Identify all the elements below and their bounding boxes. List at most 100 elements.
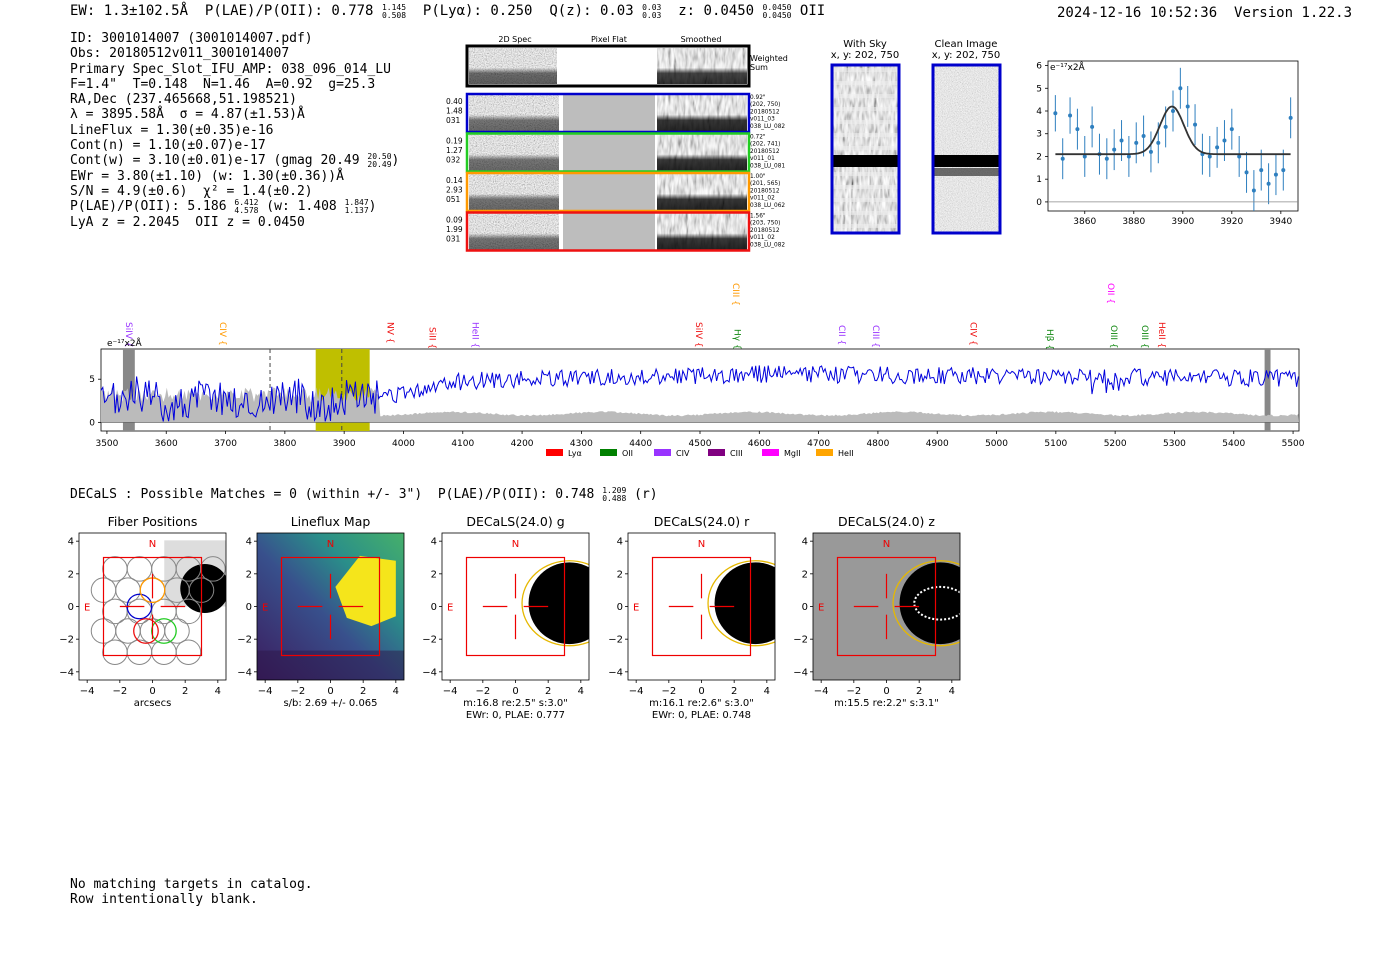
emission-line-mark: CIII { [870,325,880,348]
z-label: z: [678,3,696,19]
aperture-ellipse [892,560,960,647]
fit-data-point [1068,113,1073,118]
spectrum-xtick-label: 3900 [333,439,356,449]
legend-swatch [708,449,725,456]
weighted-sum-row: Weighted Sum [465,44,788,88]
imaging-panel-title: Lineflux Map [291,514,371,529]
galaxy-blob [714,562,775,645]
fit-data-point [1053,111,1058,116]
gaussian-fit-curve [1055,105,1291,156]
imaging-xtick-label: 0 [327,686,333,697]
cutout-row-meta: 0.72" [750,135,766,141]
cutout-row-stat: 051 [446,195,461,204]
emission-line-mark: OIII { [1139,325,1149,349]
fit-data-point [1244,170,1249,175]
aperture-ellipse [521,560,589,647]
spectrum-xtick-label: 4600 [748,439,771,449]
cutout-row-stat: 0.09 [446,216,463,225]
fit-xtick-label: 3880 [1122,217,1145,227]
cutout-row-stat: 2.93 [446,186,463,195]
legend-label: MgII [784,449,801,458]
imaging-ytick-label: −2 [59,635,74,646]
cutout-row-meta: (202, 741) [750,142,780,148]
search-box [651,556,752,657]
with-sky-panel: With Sky x, y: 202, 750 [830,39,901,235]
z-range: 0.0450 0.0450 [762,3,792,20]
cutout-row-meta: (201, 565) [750,181,780,187]
imaging-ytick-label: −2 [793,635,808,646]
fit-data-point [1156,140,1161,145]
imaging-xtick-label: −2 [846,686,861,697]
fiber-circle [200,556,226,582]
fit-data-point [1222,138,1227,143]
fit-data-point [1134,140,1139,145]
east-label: E [818,603,824,614]
east-label: E [633,603,639,614]
imaging-ytick-label: 2 [617,569,623,580]
north-label: N [512,539,519,550]
fit-xtick-label: 3860 [1073,217,1096,227]
plya-value: 0.250 [490,3,533,19]
fit-data-point [1090,124,1095,129]
legend-label: OII [622,449,633,458]
legend-label: CIV [676,449,690,458]
fit-ytick-label: 4 [1036,107,1042,117]
fit-data-point [1126,154,1131,159]
info-ewr: EWr = 3.80(±1.10) (w: 1.30(±0.36))Å [70,168,344,184]
info-sn: S/N = 4.9(±0.6) χ² = 1.4(±0.2) [70,183,313,199]
header-summary: EW: 1.3±102.5Å P(LAE)/P(OII): 0.778 1.14… [70,3,825,20]
galaxy-blob [528,562,589,645]
plae-label: P(LAE)/P(OII): [204,3,323,19]
fit-data-point [1112,147,1117,152]
imaging-xtick-label: 2 [731,686,737,697]
imaging-ytick-label: −4 [608,667,623,678]
fit-data-point [1288,115,1293,120]
cutout-row-meta: v011_03 [750,117,775,123]
spectrum-error-band [101,387,1299,423]
imaging-xtick-label: 2 [545,686,551,697]
info-radec: RA,Dec (237.465668,51.198521) [70,92,297,108]
emission-line-mark: SiIV { [123,322,133,348]
imaging-ytick-label: 2 [68,569,74,580]
fiber-circle [164,618,190,644]
east-label: E [447,603,453,614]
imaging-ytick-label: 0 [68,602,74,613]
cutout-row-stat: 1.27 [446,146,463,155]
legend-swatch [816,449,833,456]
aperture-ellipse [707,560,775,647]
cutout-row-frame [465,132,751,173]
fit-data-point [1119,138,1124,143]
spectrum-xtick-label: 5100 [1044,439,1067,449]
emission-line-mark: HeII { [1156,322,1166,348]
legend-swatch [600,449,617,456]
emission-line-mark: CIV { [967,322,977,346]
fit-data-point [1060,156,1065,161]
imaging-ytick-label: −4 [59,667,74,678]
spectrum-flux-line [100,365,1299,423]
fit-xtick-label: 3920 [1220,217,1243,227]
imaging-xtick-label: −4 [80,686,95,697]
spectrum-xtick-label: 4500 [689,439,712,449]
legend-swatch [762,449,779,456]
cutout-row-meta: v011_01 [750,156,775,162]
fit-data-point [1251,188,1256,193]
fit-plot-frame [1047,60,1299,212]
info-id: ID: 3001014007 (3001014007.pdf) [70,31,313,46]
info-lambda: λ = 3895.58Å σ = 4.87(±1.53)Å [70,107,305,123]
fit-data-point [1075,127,1080,132]
imaging-xtick-label: 4 [393,686,399,697]
lineflux-peak [335,555,396,627]
imaging-ytick-label: 4 [68,537,74,548]
imaging-panel: Fiber Positions N E 4 2 0 −2 −4 −4 −2 0 2 4 arcsecs [59,514,227,709]
imaging-xtick-label: 0 [149,686,155,697]
fit-data-point [1281,168,1286,173]
info-lineflux: LineFlux = 1.30(±0.35)e-16 [70,122,274,138]
imaging-xtick-label: 2 [182,686,188,697]
cutout-row-stat: 0.40 [446,97,463,106]
clean-image-panel: Clean Image x, y: 202, 750 [931,39,1002,235]
galaxy-core [913,585,960,621]
z-line: OII [799,3,826,19]
clean-image-title: Clean Image [935,39,998,50]
